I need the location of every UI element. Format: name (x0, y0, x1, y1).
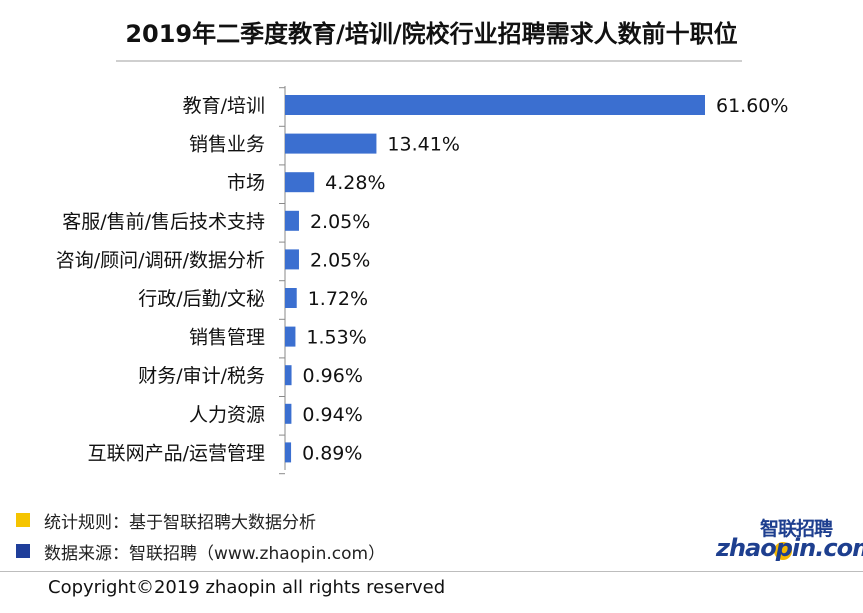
bar (285, 95, 705, 115)
bar-chart: 教育/培训 61.60% 销售业务 13.41% 市场 4.28% 客服/售前/售后技术支持… (56, 86, 788, 475)
category-label: 市场 (227, 172, 265, 194)
bar (285, 249, 299, 270)
logo-text-cn: 智联招聘 (760, 518, 833, 540)
value-label: 0.94% (302, 404, 362, 426)
legend-swatch-yellow (16, 513, 30, 527)
bar (285, 403, 292, 424)
bar (285, 172, 315, 193)
footer-divider (0, 571, 863, 572)
legend-label-source: 数据来源：智联招聘（www.zhaopin.com） (44, 543, 386, 564)
bar (285, 365, 292, 386)
category-label: 教育/培训 (183, 95, 265, 117)
bar (285, 133, 377, 154)
value-label: 0.89% (302, 442, 362, 464)
bar (285, 288, 297, 308)
legend-item-source: 数据来源：智联招聘（www.zhaopin.com） (16, 540, 386, 564)
logo-dot-icon (774, 542, 792, 560)
value-label: 2.05% (310, 211, 370, 233)
legend-swatch-blue (16, 544, 30, 558)
value-label: 4.28% (325, 172, 385, 194)
zhaopin-logo-icon: 智联招聘 zhaopin.com (716, 514, 863, 574)
value-label: 1.53% (306, 327, 366, 349)
chart-title: 2019年二季度教育/培训/院校行业招聘需求人数前十职位 (125, 20, 738, 48)
category-label: 财务/审计/税务 (138, 365, 265, 387)
category-label: 互联网产品/运营管理 (88, 442, 265, 464)
value-label: 0.96% (303, 365, 363, 387)
value-label: 2.05% (310, 249, 370, 271)
value-label: 13.41% (387, 134, 459, 156)
category-label: 销售管理 (189, 327, 265, 349)
bar (285, 442, 292, 463)
category-label: 人力资源 (189, 404, 265, 426)
category-label: 咨询/顾问/调研/数据分析 (56, 249, 265, 271)
logo-text-en: zhaopin.com (716, 534, 863, 562)
legend-label-rule: 统计规则：基于智联招聘大数据分析 (44, 512, 316, 533)
value-label: 1.72% (308, 288, 368, 310)
value-label: 61.60% (716, 95, 788, 117)
legend-item-rule: 统计规则：基于智联招聘大数据分析 (16, 509, 316, 533)
category-label: 客服/售前/售后技术支持 (62, 211, 265, 233)
title-divider (116, 60, 742, 62)
bar (285, 326, 296, 347)
copyright-text: Copyright©2019 zhaopin all rights reserv… (48, 577, 446, 598)
bar (285, 210, 299, 231)
category-label: 行政/后勤/文秘 (138, 288, 265, 310)
category-label: 销售业务 (189, 134, 265, 156)
